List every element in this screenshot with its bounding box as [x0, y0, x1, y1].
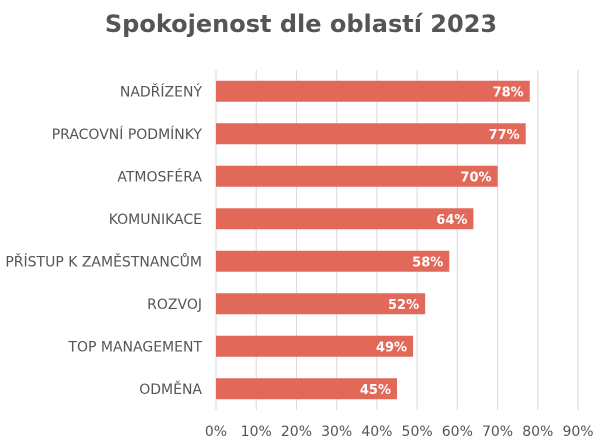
data-label: 78%	[493, 85, 524, 100]
x-tick-label: 80%	[522, 424, 553, 440]
data-label: 45%	[360, 383, 391, 398]
category-label-layer: NADŘÍZENÝ PRACOVNÍ PODMÍNKY ATMOSFÉRA KOMUN…	[5, 83, 202, 398]
x-tick-label: 50%	[402, 424, 433, 440]
bar	[216, 123, 526, 145]
bar	[216, 208, 474, 230]
bar	[216, 250, 450, 272]
x-tick-label: 40%	[361, 424, 392, 440]
grid-layer	[215, 70, 579, 410]
x-tick-label: 60%	[442, 424, 473, 440]
x-tick-label: 90%	[562, 424, 593, 440]
data-label: 58%	[412, 255, 443, 270]
category-label: TOP MANAGEMENT	[67, 339, 202, 355]
data-label: 52%	[388, 298, 419, 313]
category-label: PŘÍSTUP K ZAMĚSTNANCŮM	[5, 252, 202, 270]
category-label: KOMUNIKACE	[109, 212, 202, 228]
bar	[216, 80, 530, 102]
bar	[216, 165, 498, 187]
category-label: ODMĚNA	[139, 381, 202, 398]
x-tick-label: 70%	[482, 424, 513, 440]
category-label: ATMOSFÉRA	[117, 168, 202, 185]
bar	[216, 335, 414, 357]
category-label: PRACOVNÍ PODMÍNKY	[52, 126, 203, 143]
bar-layer: 78% 77% 70% 64% 58% 52% 49% 45%	[216, 80, 530, 400]
bar	[216, 293, 426, 315]
x-tick-label: 10%	[241, 424, 272, 440]
tick-label-layer: 0% 10% 20% 30% 40% 50% 60% 70% 80% 90%	[205, 424, 594, 440]
chart-title: Spokojenost dle oblastí 2023	[104, 10, 498, 38]
category-label: NADŘÍZENÝ	[120, 83, 203, 100]
x-tick-label: 30%	[321, 424, 352, 440]
data-label: 70%	[460, 170, 491, 185]
data-label: 64%	[436, 213, 467, 228]
x-tick-label: 0%	[205, 424, 227, 440]
data-label: 49%	[376, 340, 407, 355]
data-label: 77%	[489, 128, 520, 143]
bar	[216, 378, 397, 400]
category-label: ROZVOJ	[147, 297, 202, 313]
x-tick-label: 20%	[281, 424, 312, 440]
